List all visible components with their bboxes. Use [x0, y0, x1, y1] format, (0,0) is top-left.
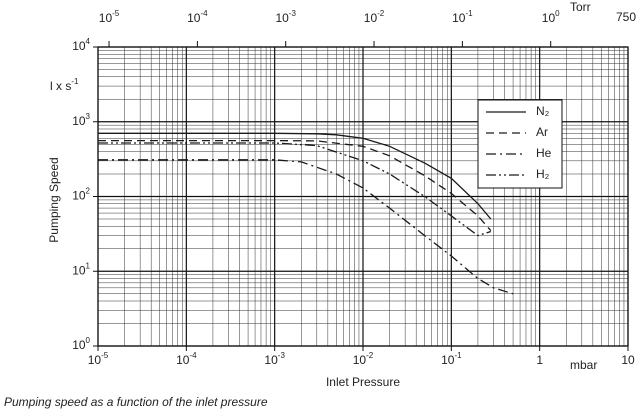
x-tick-label-base: 10	[88, 353, 102, 367]
x2-tick-label-base: 10	[275, 11, 289, 25]
legend-box	[477, 99, 563, 189]
x2-end-label: 750	[616, 10, 636, 24]
x-tick-label-base: 10	[264, 353, 278, 367]
series-line	[98, 132, 492, 220]
y-tick-label-exponent: 2	[86, 187, 91, 196]
x2-tick-label: 10-3	[275, 9, 296, 25]
y-unit-exponent: -1	[71, 77, 79, 86]
x-tick-label-base: 10	[353, 353, 367, 367]
x-tick-label: 1	[536, 353, 543, 367]
y-tick-label: 103	[72, 112, 90, 128]
y-tick-label-base: 10	[72, 263, 86, 277]
x2-tick-label-base: 10	[542, 11, 556, 25]
legend-label: N₂	[536, 104, 550, 118]
x2-tick-label-base: 10	[187, 11, 201, 25]
y-tick-label-exponent: 1	[86, 261, 91, 270]
series-line	[98, 139, 492, 232]
x-tick-label: 10-4	[176, 351, 197, 367]
x-tick-label-exponent: -3	[278, 351, 286, 360]
x-unit: mbar	[570, 358, 597, 372]
x-tick-label: 10	[621, 353, 635, 367]
x2-tick-label-base: 10	[99, 11, 113, 25]
y-tick-label-exponent: 0	[86, 336, 91, 345]
y-tick-label-exponent: 4	[86, 37, 91, 46]
x-tick-label: 10-1	[441, 351, 462, 367]
y-unit-text: l x s	[50, 79, 71, 93]
x-tick-label-exponent: -2	[366, 351, 374, 360]
x2-tick-label-exponent: 0	[555, 9, 560, 18]
x2-tick-label-exponent: -2	[377, 9, 385, 18]
y-tick-label-base: 10	[72, 338, 86, 352]
x-tick-label: 10-2	[353, 351, 374, 367]
x2-tick-label: 10-5	[99, 9, 120, 25]
y-axis-label: Pumping Speed	[47, 157, 61, 242]
plot-frame	[97, 46, 629, 347]
y-tick-label: 104	[72, 37, 90, 53]
x2-tick-label-exponent: -3	[289, 9, 297, 18]
legend-label: H₂	[536, 167, 550, 181]
y-tick-label-base: 10	[72, 39, 86, 53]
series-line	[98, 159, 514, 295]
y-tick-label: 100	[72, 336, 90, 352]
y-tick-label-base: 10	[72, 114, 86, 128]
x-tick-label-base: 10	[176, 353, 190, 367]
series-line	[98, 142, 491, 237]
x2-tick-label: 10-4	[187, 9, 208, 25]
y-tick-label: 102	[72, 187, 90, 203]
x-tick-label: 10-5	[88, 351, 109, 367]
x2-tick-label-exponent: -4	[200, 9, 208, 18]
x-tick-label-exponent: -4	[189, 351, 197, 360]
x-axis-label: Inlet Pressure	[326, 375, 400, 389]
x2-tick-label-exponent: -1	[465, 9, 473, 18]
y-tick-label-base: 10	[72, 189, 86, 203]
legend-label: Ar	[536, 125, 548, 139]
y-tick-label: 101	[72, 261, 90, 277]
x2-tick-label: 10-1	[452, 9, 473, 25]
x-tick-label-exponent: -1	[454, 351, 462, 360]
y-tick-label-exponent: 3	[86, 112, 91, 121]
x2-tick-label-base: 10	[364, 11, 378, 25]
x-tick-label-exponent: -5	[101, 351, 109, 360]
y-unit: l x s-1	[50, 77, 79, 93]
x2-tick-label: 100	[542, 9, 560, 25]
x2-tick-label-exponent: -5	[112, 9, 120, 18]
legend-label: He	[536, 146, 552, 160]
x2-tick-label: 10-2	[364, 9, 385, 25]
x2-unit: Torr	[570, 0, 591, 14]
caption: Pumping speed as a function of the inlet…	[4, 395, 268, 409]
x2-tick-label-base: 10	[452, 11, 466, 25]
x-tick-label: 10-3	[264, 351, 285, 367]
x-tick-label-base: 10	[441, 353, 455, 367]
